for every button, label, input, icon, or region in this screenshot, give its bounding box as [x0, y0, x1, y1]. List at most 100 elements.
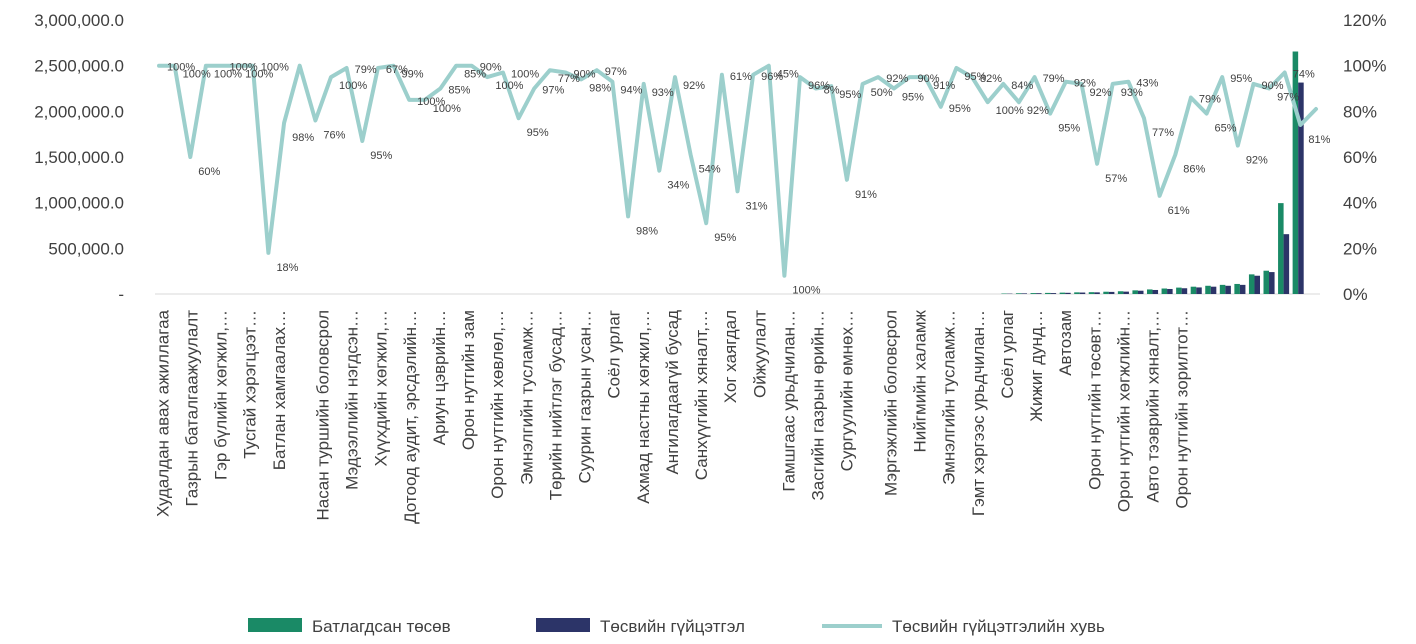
data-label: 79%: [1043, 73, 1065, 85]
x-axis-tick-label: Санхүүгийн хяналт,…: [692, 310, 711, 480]
legend-swatch: [248, 618, 302, 632]
right-axis-tick-label: 80%: [1343, 102, 1377, 121]
bar-budget-execution: [1254, 276, 1260, 294]
data-label: 50%: [871, 87, 893, 99]
right-axis-tick-label: 60%: [1343, 148, 1377, 167]
bar-budget-execution: [1240, 285, 1246, 294]
x-axis-tick-label: Ахмад настны хөгжил,…: [634, 310, 653, 504]
bar-approved-budget: [1103, 292, 1109, 294]
data-label: 100%: [511, 69, 539, 81]
data-label: 100%: [433, 103, 461, 115]
bar-budget-execution: [1225, 286, 1231, 294]
data-label: 43%: [1136, 78, 1158, 90]
bar-budget-execution: [1094, 292, 1100, 294]
x-axis-tick-label: Ариун цэврийн…: [430, 310, 449, 445]
bar-approved-budget: [1220, 285, 1226, 294]
right-axis-tick-label: 100%: [1343, 57, 1386, 76]
data-label: 95%: [949, 103, 971, 115]
left-axis-tick-label: 500,000.0: [48, 239, 124, 258]
data-label: 92%: [1246, 155, 1268, 167]
data-label: 90%: [574, 69, 596, 81]
data-label: 8%: [824, 85, 840, 97]
x-axis-tick-label: Мэргэжлийн боловсрол: [881, 310, 900, 496]
right-axis-tick-label: 20%: [1343, 239, 1377, 258]
data-label: 98%: [636, 225, 658, 237]
x-axis-tick-label: Гэр бүлийн хөгжил,…: [212, 310, 231, 480]
bar-approved-budget: [1263, 271, 1269, 294]
x-axis-tick-label: Ойжуулалт: [750, 310, 769, 398]
bar-approved-budget: [1147, 289, 1153, 294]
data-label: 54%: [699, 164, 721, 176]
data-label: 93%: [652, 87, 674, 99]
bar-budget-execution: [1138, 291, 1144, 294]
data-label: 95%: [902, 92, 924, 104]
data-label: 95%: [1230, 73, 1252, 85]
data-label: 57%: [1105, 173, 1127, 185]
x-axis-tick-label: Хог хаягдал: [721, 310, 740, 403]
legend-label: Төсвийн гүйцэтгэлийн хувь: [892, 617, 1105, 636]
x-axis-tick-label: Орон нутгийн төсөвт…: [1085, 310, 1104, 490]
left-axis-tick-label: 3,000,000.0: [34, 11, 124, 30]
data-label: 97%: [1277, 92, 1299, 104]
x-axis-tick-label: Орон нутгийн зам: [459, 310, 478, 450]
bar-budget-execution: [1182, 288, 1188, 294]
bar-budget-execution: [1211, 287, 1217, 294]
bar-budget-execution: [1196, 287, 1202, 294]
data-label: 45%: [777, 69, 799, 81]
data-label: 95%: [527, 127, 549, 139]
bar-budget-execution: [1080, 293, 1086, 294]
bar-budget-execution: [1284, 234, 1290, 294]
left-axis-tick-label: -: [118, 285, 124, 304]
bar-approved-budget: [1293, 52, 1299, 294]
x-axis-tick-label: Ангилагдаагүй бусад: [663, 310, 682, 475]
legend-label: Төсвийн гүйцэтгэл: [600, 617, 745, 636]
x-axis-tick-label: Суурин газрын усан…: [576, 310, 595, 483]
data-label: 79%: [355, 64, 377, 76]
x-axis-tick-label: Жижиг дунд…: [1027, 310, 1046, 422]
x-axis-tick-label: Тусгай хэрэгцээт…: [241, 310, 260, 459]
data-label: 92%: [1089, 87, 1111, 99]
data-label: 85%: [448, 85, 470, 97]
data-label: 94%: [620, 85, 642, 97]
bar-approved-budget: [1132, 290, 1138, 294]
data-label: 60%: [198, 166, 220, 178]
x-axis-tick-label: Эмнэлгийн тусламж…: [517, 310, 536, 485]
x-axis-tick-label: Мэдээллийн нэгдсэн…: [343, 310, 362, 490]
x-axis-tick-label: Гамшгаас урьдчилан…: [779, 310, 798, 492]
bar-approved-budget: [1030, 293, 1036, 294]
data-label: 31%: [746, 200, 768, 212]
data-label: 95%: [714, 232, 736, 244]
data-label: 86%: [1183, 164, 1205, 176]
left-axis-tick-label: 2,000,000.0: [34, 102, 124, 121]
data-label: 61%: [1168, 205, 1190, 217]
data-label: 92%: [886, 73, 908, 85]
bar-approved-budget: [1162, 289, 1168, 294]
data-label: 95%: [839, 89, 861, 101]
data-label: 84%: [1011, 80, 1033, 92]
x-axis-tick-label: Соёл урлаг: [998, 310, 1017, 399]
data-label: 34%: [667, 180, 689, 192]
data-label: 90%: [1261, 80, 1283, 92]
x-axis-tick-label: Дотоод аудит, эрсдэлийн…: [401, 310, 420, 524]
bar-budget-execution: [1269, 272, 1275, 294]
data-label: 76%: [323, 129, 345, 141]
data-label: 95%: [370, 150, 392, 162]
left-axis: -500,000.01,000,000.01,500,000.02,000,00…: [34, 11, 1320, 304]
data-label: 91%: [855, 189, 877, 201]
data-label: 98%: [589, 82, 611, 94]
data-label: 100%: [183, 69, 211, 81]
data-label: 91%: [933, 80, 955, 92]
x-axis-tick-label: Сургуулийн өмнөх…: [838, 310, 857, 471]
x-axis-tick-label: Гэмт хэргээс урьдчилан…: [969, 310, 988, 516]
bar-approved-budget: [1016, 293, 1022, 294]
bar-budget-execution: [1109, 292, 1115, 294]
bar-approved-budget: [1118, 291, 1124, 294]
x-axis-tick-label: Газрын баталгаажуулалт: [182, 310, 201, 507]
right-axis-tick-label: 0%: [1343, 285, 1368, 304]
data-label: 99%: [402, 69, 424, 81]
data-label: 77%: [1152, 127, 1174, 139]
bar-approved-budget: [1045, 293, 1051, 294]
